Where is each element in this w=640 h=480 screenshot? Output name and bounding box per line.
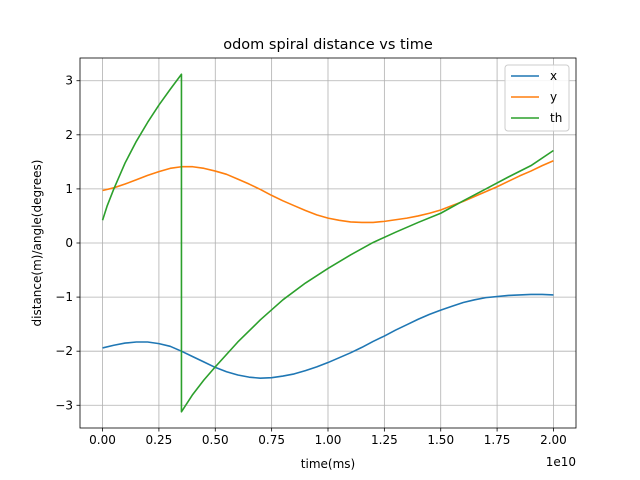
y-tick-label: 2 <box>65 128 73 142</box>
x-axis-label: time(ms) <box>301 457 355 471</box>
x-tick-label: 1.75 <box>484 433 511 447</box>
y-axis-label: distance(m)/angle(degrees) <box>30 160 44 327</box>
y-tick-label: −2 <box>55 344 73 358</box>
y-tick-label: −3 <box>55 398 73 412</box>
chart-title: odom spiral distance vs time <box>223 37 433 53</box>
x-tick-label: 1.00 <box>315 433 342 447</box>
legend-label-th: th <box>550 111 562 125</box>
x-tick-label: 0.75 <box>258 433 285 447</box>
y-tick-label: 0 <box>65 236 73 250</box>
y-tick-label: −1 <box>55 290 73 304</box>
y-tick-label: 3 <box>65 74 73 88</box>
axis-ticks: 0.00 0.25 0.50 0.75 1.00 1.25 1.50 1.75 2.00 −3 −2… <box>55 74 567 447</box>
x-tick-label: 0.50 <box>202 433 229 447</box>
x-tick-label: 2.00 <box>540 433 567 447</box>
legend: x y th <box>504 64 570 132</box>
series-line-y <box>102 160 554 224</box>
x-tick-label: 1.25 <box>371 433 398 447</box>
x-tick-label: 0.00 <box>89 433 116 447</box>
x-tick-label: 1.50 <box>427 433 454 447</box>
y-tick-label: 1 <box>65 182 73 196</box>
series-line-x <box>102 293 554 380</box>
legend-box <box>504 64 570 132</box>
legend-label-y: y <box>550 90 557 104</box>
x-axis-offset-label: 1e10 <box>546 455 576 469</box>
series-line-th <box>101 73 554 413</box>
legend-label-x: x <box>550 69 557 83</box>
x-tick-label: 0.25 <box>146 433 173 447</box>
series-lines <box>101 73 554 413</box>
